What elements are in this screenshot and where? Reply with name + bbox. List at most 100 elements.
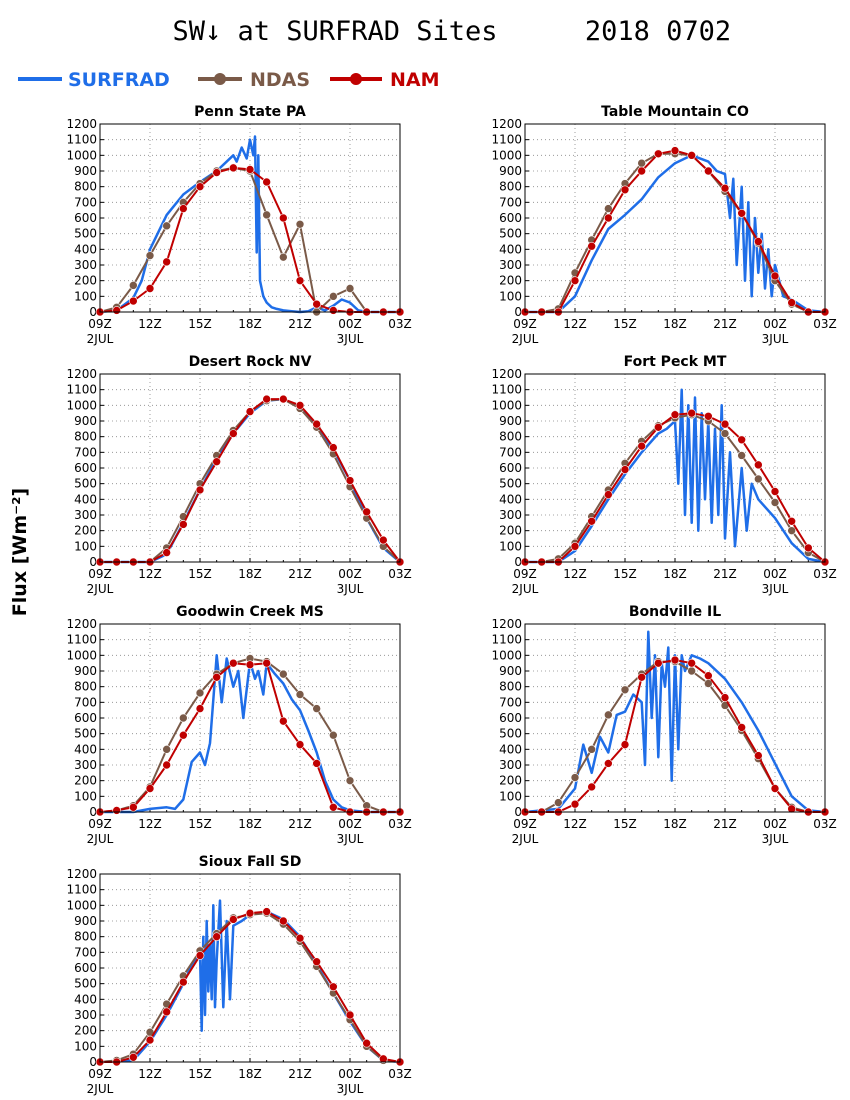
data-point-ndas — [162, 221, 171, 231]
x-date-label: 3JUL — [337, 582, 364, 596]
y-tick-label: 1100 — [66, 633, 97, 647]
x-tick-label: 18Z — [663, 317, 687, 331]
y-tick-label: 1000 — [66, 148, 97, 162]
x-tick-label: 12Z — [138, 817, 162, 831]
legend-item-surfrad: SURFRAD — [18, 69, 170, 91]
data-point-ndas — [345, 776, 355, 785]
x-tick-label: 12Z — [138, 567, 162, 581]
x-tick-label: 18Z — [238, 317, 262, 331]
data-point-nam — [229, 429, 238, 438]
y-tick-label: 100 — [74, 539, 97, 553]
series-nam — [520, 146, 830, 317]
y-tick-label: 1200 — [66, 617, 97, 631]
y-tick-label: 300 — [74, 508, 97, 522]
header: SW↓ at SURFRAD Sites 2018 0702 — [172, 16, 731, 47]
data-point-nam — [587, 516, 596, 526]
x-tick-label: 00Z — [338, 817, 362, 831]
grid — [100, 374, 400, 562]
x-tick-label: 18Z — [238, 567, 262, 581]
grid — [525, 374, 825, 562]
y-tick-label: 500 — [74, 477, 97, 491]
y-tick-label: 200 — [499, 774, 522, 788]
y-tick-label: 900 — [74, 664, 97, 678]
y-tick-label: 400 — [499, 242, 522, 256]
y-tick-label: 400 — [74, 992, 97, 1006]
x-date-label: 3JUL — [762, 832, 789, 846]
y-tick-label: 700 — [74, 945, 97, 959]
y-tick-label: 900 — [499, 414, 522, 428]
data-point-nam — [279, 213, 288, 223]
y-tick-label: 100 — [499, 539, 522, 553]
x-date-label: 3JUL — [762, 332, 789, 346]
data-point-ndas — [295, 219, 305, 229]
data-point-nam — [312, 957, 321, 967]
data-point-nam — [770, 271, 780, 281]
data-point-nam — [162, 760, 171, 770]
x-tick-label: 09Z — [88, 567, 112, 581]
y-tick-label: 500 — [499, 227, 522, 241]
x-tick-label: 03Z — [813, 567, 837, 581]
data-point-ndas — [145, 251, 155, 260]
series-nam — [95, 394, 405, 567]
y-tick-label: 100 — [74, 789, 97, 803]
y-tick-label: 1000 — [491, 148, 522, 162]
data-point-ndas — [129, 281, 138, 290]
x-tick-label: 00Z — [763, 317, 787, 331]
panel-title: Table Mountain CO — [601, 104, 749, 120]
data-point-nam — [329, 982, 338, 992]
data-point-ndas — [295, 690, 305, 699]
y-tick-label: 700 — [499, 445, 522, 459]
data-point-nam — [229, 915, 238, 924]
x-tick-label: 15Z — [188, 817, 212, 831]
panel-title: Bondville IL — [629, 604, 721, 620]
data-point-ndas — [179, 713, 188, 723]
x-tick-label: 12Z — [563, 817, 587, 831]
data-point-nam — [754, 237, 763, 246]
x-date-label: 3JUL — [337, 332, 364, 346]
series-line-surfrad — [525, 154, 826, 314]
x-tick-label: 03Z — [388, 1067, 412, 1081]
data-point-nam — [670, 655, 680, 665]
x-tick-label: 03Z — [388, 817, 412, 831]
y-tick-label: 800 — [74, 930, 97, 944]
data-point-nam — [687, 658, 696, 668]
legend-marker-nam — [350, 73, 362, 85]
y-tick-label: 600 — [499, 711, 522, 725]
data-point-nam — [145, 284, 155, 293]
data-point-ndas — [604, 710, 613, 720]
data-point-nam — [312, 299, 321, 309]
y-tick-label: 700 — [74, 695, 97, 709]
data-point-nam — [704, 671, 713, 681]
data-point-nam — [362, 507, 371, 517]
x-tick-label: 21Z — [713, 817, 737, 831]
data-point-nam — [329, 802, 338, 812]
data-point-ndas — [570, 773, 580, 782]
series-nam — [95, 163, 405, 317]
y-tick-label: 1000 — [66, 648, 97, 662]
series-nam — [95, 907, 405, 1067]
x-date-label: 2JUL — [87, 332, 114, 346]
data-point-nam — [312, 759, 321, 768]
series-line-surfrad — [525, 388, 826, 564]
y-tick-label: 1100 — [491, 383, 522, 397]
y-tick-label: 200 — [74, 274, 97, 288]
y-tick-label: 1200 — [66, 367, 97, 381]
legend-label-nam: NAM — [390, 69, 440, 91]
panel-title: Sioux Fall SD — [199, 854, 302, 870]
data-point-nam — [570, 799, 580, 809]
data-point-nam — [245, 908, 255, 918]
data-point-nam — [212, 672, 221, 682]
series-line-ndas — [100, 398, 401, 563]
x-tick-label: 12Z — [138, 317, 162, 331]
plot-frame — [524, 373, 826, 563]
y-tick-label: 700 — [74, 445, 97, 459]
y-tick-label: 900 — [499, 664, 522, 678]
data-point-nam — [654, 422, 663, 432]
data-point-ndas — [604, 204, 613, 213]
data-point-nam — [362, 1038, 371, 1048]
data-point-ndas — [262, 210, 271, 220]
data-point-nam — [262, 394, 271, 404]
